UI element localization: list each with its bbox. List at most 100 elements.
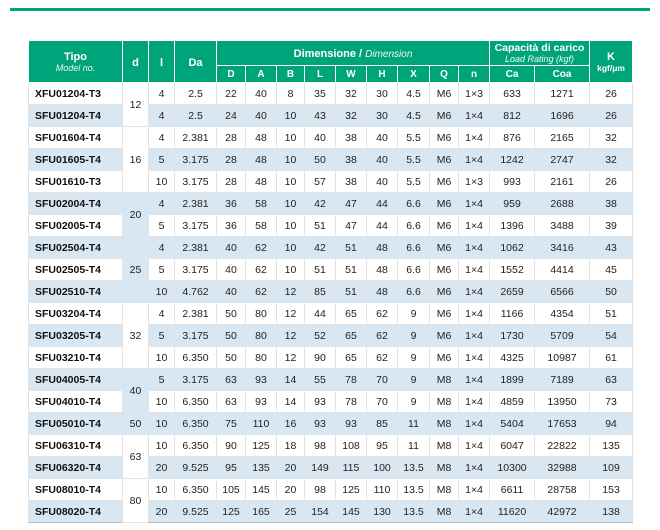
cell-d: 36 bbox=[216, 214, 246, 237]
table-row: SFU04010-T4 10 6.350 63 93 14 93 78 70 9 M8 1×4 4859… bbox=[28, 390, 634, 413]
cell-w: 108 bbox=[335, 434, 367, 457]
column-header-n: n bbox=[457, 65, 491, 83]
cell-d: 105 bbox=[216, 478, 246, 501]
table-row: SFU05010-T4 50 10 6.350 75 110 16 93 93 85 11 M8 1×4… bbox=[28, 412, 634, 435]
cell-q: M8 bbox=[429, 390, 459, 413]
da-cell: 6.350 bbox=[174, 346, 217, 369]
cell-w: 32 bbox=[335, 82, 367, 105]
k-cell: 109 bbox=[589, 456, 634, 479]
spec-table: Tipo Model no. d l Da Dimensione / Dimen… bbox=[28, 40, 634, 523]
model-cell: SFU02005-T4 bbox=[28, 214, 123, 237]
cell-b: 10 bbox=[276, 192, 305, 215]
cell-b: 14 bbox=[276, 368, 305, 391]
cell-l: 93 bbox=[304, 412, 336, 435]
cell-h: 44 bbox=[366, 192, 398, 215]
lead-cell: 10 bbox=[148, 412, 175, 435]
cell-w: 51 bbox=[335, 236, 367, 259]
cell-x: 9 bbox=[397, 302, 430, 325]
ca-cell: 1396 bbox=[489, 214, 536, 237]
cell-l: 149 bbox=[304, 456, 336, 479]
lead-cell: 10 bbox=[148, 280, 175, 303]
cell-q: M8 bbox=[429, 368, 459, 391]
cell-w: 51 bbox=[335, 280, 367, 303]
cell-q: M8 bbox=[429, 434, 459, 457]
cell-h: 44 bbox=[366, 214, 398, 237]
ca-cell: 6611 bbox=[489, 478, 536, 501]
column-header-k: K kgf/μm bbox=[589, 40, 634, 83]
k-cell: 153 bbox=[589, 478, 634, 501]
cell-h: 40 bbox=[366, 126, 398, 149]
k-cell: 39 bbox=[589, 214, 634, 237]
cell-b: 10 bbox=[276, 104, 305, 127]
dimension-group-title: Dimensione bbox=[293, 48, 356, 60]
table-row: SFU06310-T4 63 10 6.350 90 125 18 98 108 95 11 M8 1×… bbox=[28, 434, 634, 479]
table-row: SFU01604-T4 16 4 2.381 28 48 10 40 38 40 5.5 M6 1×4 8… bbox=[28, 126, 634, 193]
model-cell: SFU03204-T4 bbox=[28, 302, 123, 325]
cell-b: 8 bbox=[276, 82, 305, 105]
lead-cell: 10 bbox=[148, 390, 175, 413]
ca-cell: 11620 bbox=[489, 500, 536, 523]
cell-a: 40 bbox=[245, 82, 277, 105]
cell-n: 1×4 bbox=[457, 258, 491, 281]
cell-l: 42 bbox=[304, 236, 336, 259]
coa-cell: 1271 bbox=[534, 82, 591, 105]
cell-n: 1×4 bbox=[457, 434, 491, 457]
cell-w: 115 bbox=[335, 456, 367, 479]
dimension-group-subtitle: Dimension bbox=[365, 49, 413, 60]
cell-b: 10 bbox=[276, 170, 305, 193]
cell-b: 18 bbox=[276, 434, 305, 457]
cell-w: 47 bbox=[335, 192, 367, 215]
cell-b: 14 bbox=[276, 390, 305, 413]
cell-a: 58 bbox=[245, 192, 277, 215]
cell-n: 1×4 bbox=[457, 280, 491, 303]
cell-x: 4.5 bbox=[397, 104, 430, 127]
table-row: SFU02505-T4 5 3.175 40 62 10 51 51 48 6.6 M6 1×4 155… bbox=[28, 258, 634, 281]
model-header-title: Tipo bbox=[63, 50, 87, 63]
column-header-da: Da bbox=[174, 40, 217, 83]
coa-cell: 17653 bbox=[534, 412, 591, 435]
column-header-lead: l bbox=[148, 40, 175, 83]
model-cell: SFU06310-T4 bbox=[28, 434, 123, 457]
cell-a: 165 bbox=[245, 500, 277, 523]
coa-cell: 22822 bbox=[534, 434, 591, 457]
coa-cell: 4414 bbox=[534, 258, 591, 281]
cell-w: 65 bbox=[335, 302, 367, 325]
da-cell: 2.381 bbox=[174, 236, 217, 259]
da-cell: 6.350 bbox=[174, 478, 217, 501]
load-group-title: Capacità di carico bbox=[494, 42, 585, 54]
cell-n: 1×4 bbox=[457, 346, 491, 369]
cell-d: 40 bbox=[216, 280, 246, 303]
cell-x: 11 bbox=[397, 434, 430, 457]
model-cell: SFU01204-T4 bbox=[28, 104, 123, 127]
column-header-coa: Coa bbox=[534, 65, 591, 83]
da-cell: 4.762 bbox=[174, 280, 217, 303]
table-row: SFU03205-T4 5 3.175 50 80 12 52 65 62 9 M6 1×4 1730 5… bbox=[28, 324, 634, 347]
column-header-model: Tipo Model no. bbox=[28, 40, 123, 83]
table-row: SFU06320-T4 20 9.525 95 135 20 149 115 100 13.5 M8… bbox=[28, 456, 634, 479]
cell-b: 25 bbox=[276, 500, 305, 523]
da-cell: 3.175 bbox=[174, 324, 217, 347]
cell-d: 75 bbox=[216, 412, 246, 435]
table-row: SFU04005-T4 40 5 3.175 63 93 14 55 78 70 9 M8 1×4 189… bbox=[28, 368, 634, 413]
cell-q: M8 bbox=[429, 412, 459, 435]
cell-l: 93 bbox=[304, 390, 336, 413]
coa-cell: 6566 bbox=[534, 280, 591, 303]
cell-l: 57 bbox=[304, 170, 336, 193]
cell-a: 125 bbox=[245, 434, 277, 457]
model-cell: SFU06320-T4 bbox=[28, 456, 123, 479]
k-cell: 32 bbox=[589, 126, 634, 149]
column-group-dimension: Dimensione / Dimension bbox=[215, 40, 491, 66]
cell-n: 1×4 bbox=[457, 302, 491, 325]
cell-n: 1×4 bbox=[457, 390, 491, 413]
cell-a: 62 bbox=[245, 236, 277, 259]
cell-l: 90 bbox=[304, 346, 336, 369]
cell-q: M6 bbox=[429, 346, 459, 369]
cell-w: 145 bbox=[335, 500, 367, 523]
cell-a: 48 bbox=[245, 126, 277, 149]
cell-x: 13.5 bbox=[397, 500, 430, 523]
model-cell: XFU01204-T3 bbox=[28, 82, 123, 105]
coa-cell: 1696 bbox=[534, 104, 591, 127]
cell-h: 70 bbox=[366, 390, 398, 413]
cell-d: 125 bbox=[216, 500, 246, 523]
table-row: SFU03210-T4 10 6.350 50 80 12 90 65 62 9 M6 1×4 4325… bbox=[28, 346, 634, 369]
